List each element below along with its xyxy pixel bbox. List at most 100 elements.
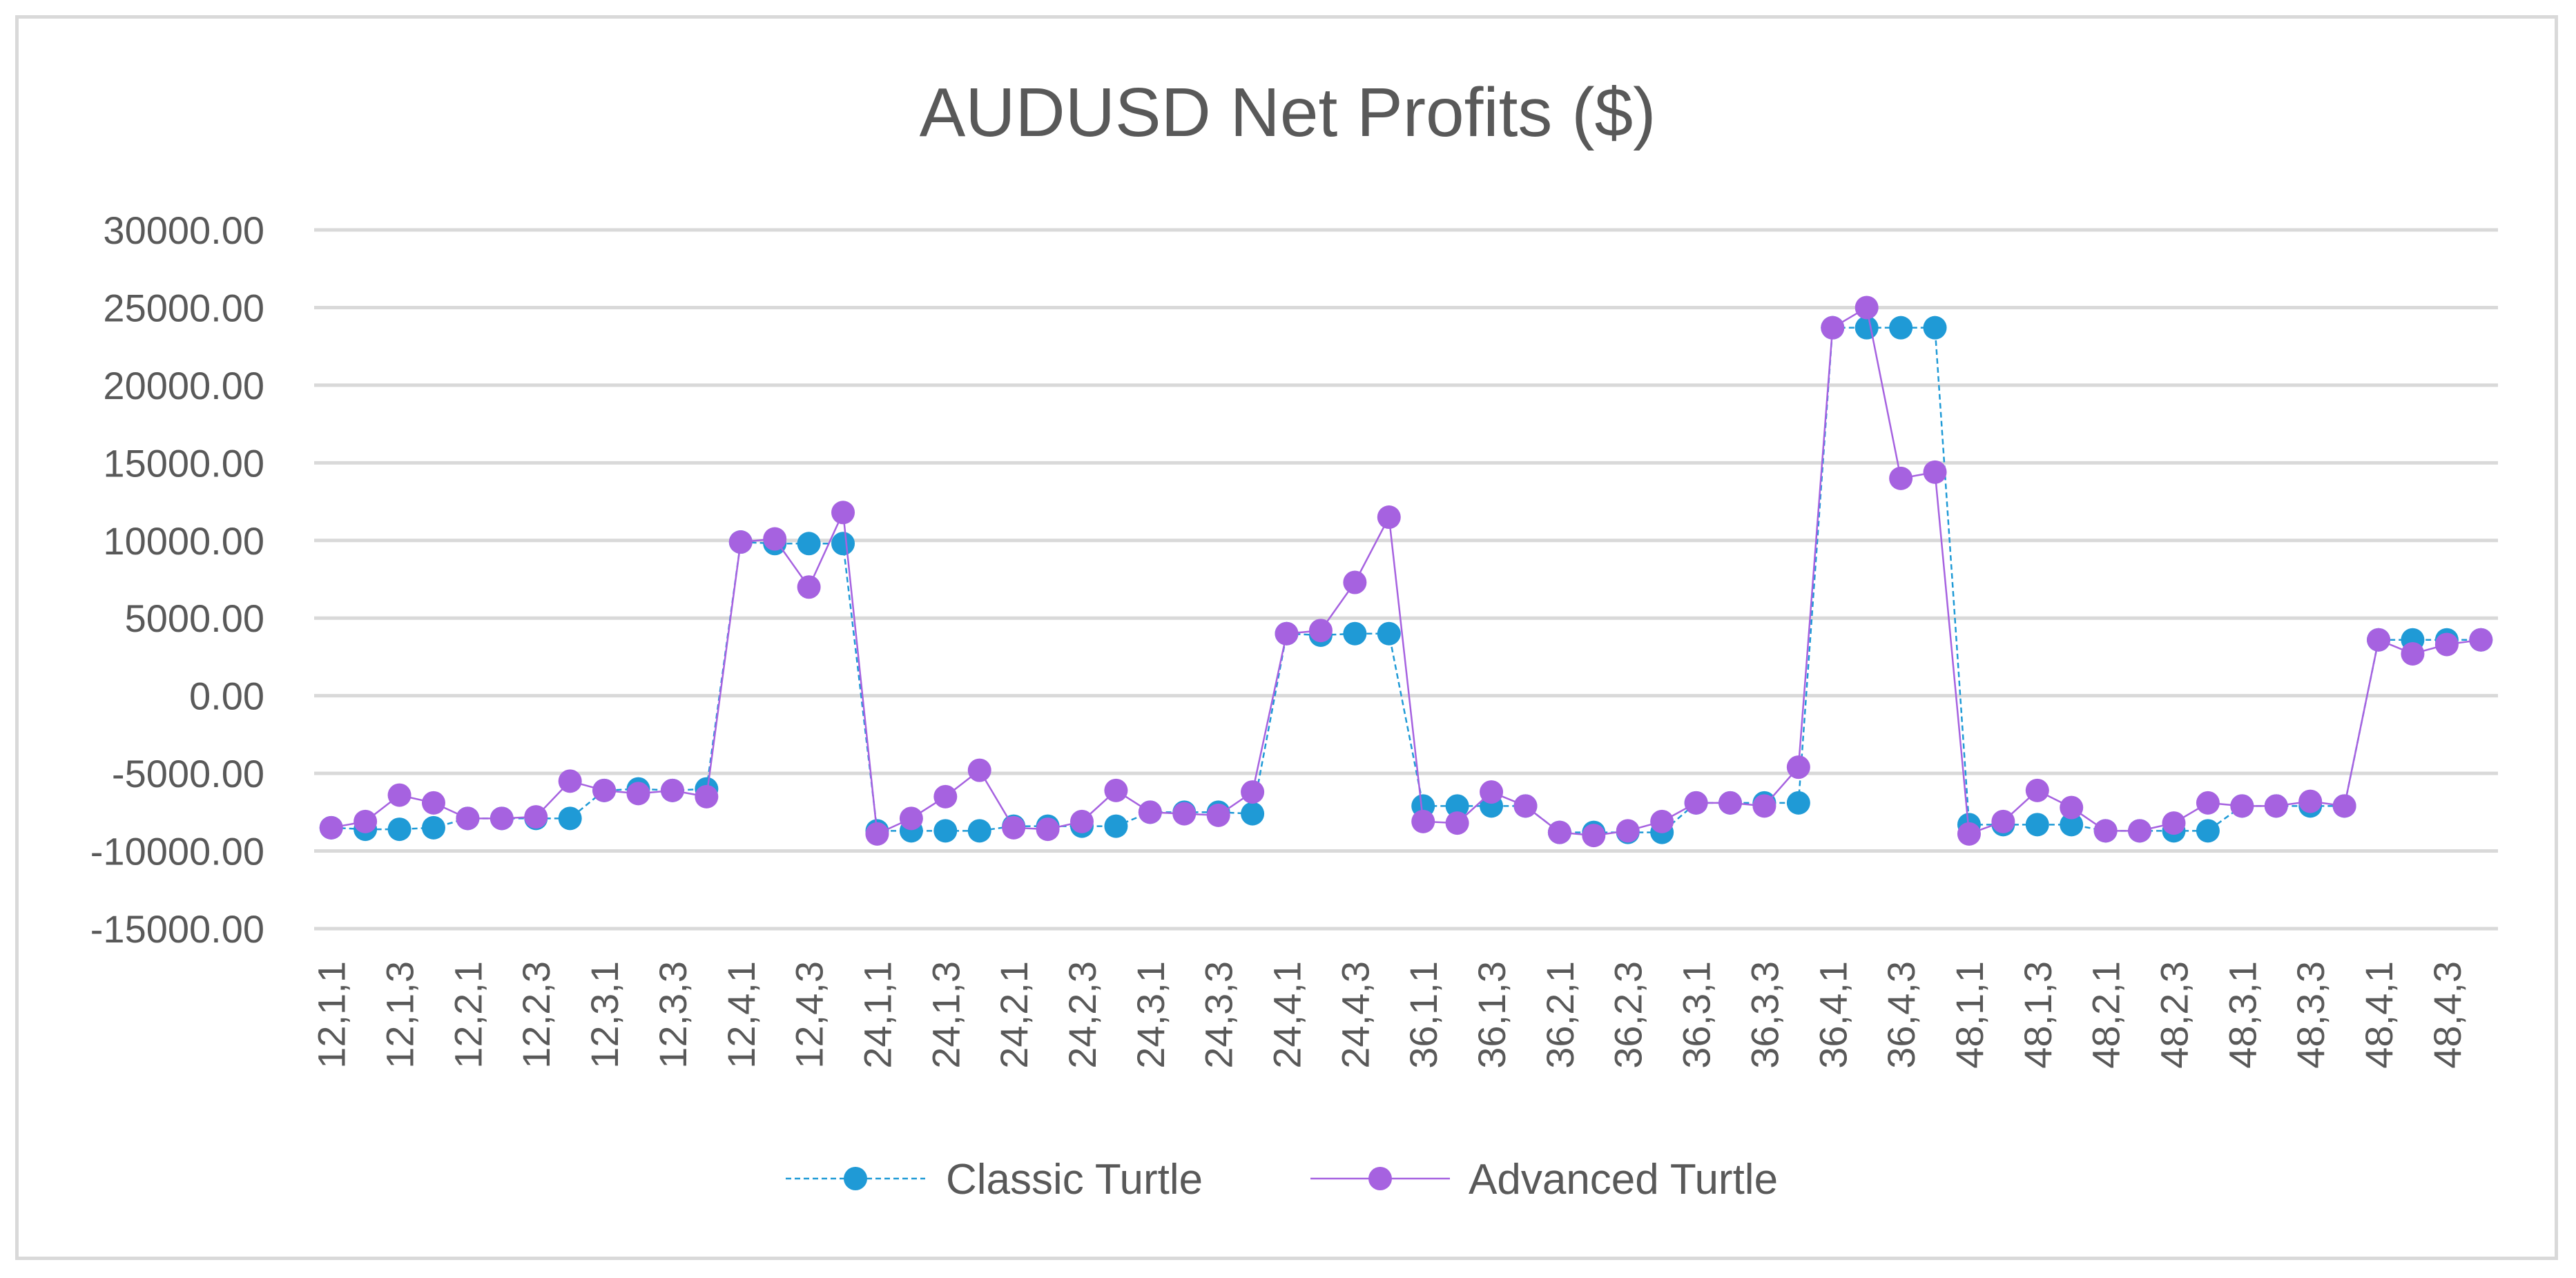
data-point	[2025, 813, 2049, 837]
y-tick-label: -15000.00	[90, 907, 264, 951]
data-point	[933, 784, 958, 809]
x-tick-label: 48,3,1	[2220, 961, 2264, 1069]
data-point	[1923, 316, 1947, 340]
data-point	[1138, 800, 1162, 824]
data-point	[1104, 814, 1128, 838]
data-point	[933, 819, 958, 843]
x-tick-label: 48,4,1	[2357, 961, 2401, 1069]
data-point	[2264, 794, 2288, 818]
data-point	[387, 817, 411, 842]
x-tick-label: 24,2,1	[992, 961, 1036, 1069]
x-tick-label: 36,1,1	[1402, 961, 1445, 1069]
data-point	[797, 532, 821, 556]
data-point	[421, 815, 445, 840]
data-point	[1889, 316, 1913, 340]
x-tick-label: 36,1,3	[1470, 961, 1513, 1069]
data-point	[1275, 621, 1299, 646]
legend-label: Advanced Turtle	[1469, 1156, 1778, 1203]
data-point	[797, 575, 821, 599]
data-point	[2230, 794, 2254, 818]
x-tick-label: 24,4,1	[1266, 961, 1309, 1069]
data-point	[1411, 809, 1435, 833]
data-point	[1650, 809, 1674, 833]
data-point	[1821, 316, 1845, 340]
x-tick-label: 12,3,3	[651, 961, 695, 1069]
data-point	[2298, 789, 2323, 813]
data-point	[490, 806, 514, 831]
data-point	[524, 805, 548, 829]
y-tick-label: 10000.00	[103, 519, 264, 563]
data-point	[1854, 316, 1879, 340]
data-point	[2060, 795, 2084, 820]
x-tick-label: 12,3,1	[583, 961, 626, 1069]
y-tick-label: 25000.00	[103, 286, 264, 329]
data-point	[1343, 570, 1367, 594]
data-point	[865, 822, 889, 846]
gridlines	[314, 228, 2498, 931]
data-point	[1684, 791, 1708, 815]
data-point	[1308, 619, 1333, 643]
data-point	[1786, 791, 1810, 815]
data-point	[1241, 802, 1265, 826]
data-point	[1343, 621, 1367, 646]
series-layer	[319, 296, 2493, 848]
series-advanced-turtle	[319, 296, 2493, 848]
y-tick-label: 30000.00	[103, 209, 264, 252]
x-tick-label: 48,4,3	[2425, 961, 2469, 1069]
data-point	[2060, 813, 2084, 837]
x-tick-label: 36,4,3	[1879, 961, 1923, 1069]
data-point	[1377, 621, 1401, 646]
data-point	[456, 806, 480, 831]
data-point	[1241, 780, 1265, 804]
data-point	[1036, 817, 1060, 842]
data-point	[763, 527, 787, 551]
series-classic-turtle	[319, 316, 2493, 844]
y-tick-label: -5000.00	[112, 752, 264, 795]
x-tick-label: 48,2,3	[2152, 961, 2196, 1069]
data-point	[319, 815, 343, 840]
x-tick-label: 48,1,3	[2016, 961, 2060, 1069]
legend-marker	[844, 1167, 867, 1190]
data-point	[1786, 755, 1810, 780]
data-point	[387, 783, 411, 807]
data-point	[1547, 820, 1571, 844]
x-tick-label: 12,4,1	[719, 961, 763, 1069]
data-point	[1206, 803, 1230, 827]
data-point	[2025, 778, 2049, 802]
data-point	[967, 758, 991, 782]
data-point	[728, 530, 753, 554]
data-point	[2434, 632, 2459, 657]
data-point	[1718, 791, 1743, 815]
x-axis-tick-labels: 12,1,1 12,1,3 12,2,1 12,2,3 12,3,1 12,3,3 12,4…	[310, 961, 2469, 1069]
x-tick-label: 48,1,1	[1948, 961, 1991, 1069]
data-point	[626, 782, 650, 806]
data-point	[1069, 809, 1094, 833]
data-point	[1923, 460, 1947, 484]
data-point	[831, 532, 855, 556]
x-tick-label: 24,3,3	[1197, 961, 1241, 1069]
data-point	[2196, 791, 2220, 815]
data-point	[2332, 794, 2356, 818]
x-tick-label: 12,1,1	[310, 961, 354, 1069]
x-tick-label: 48,2,1	[2084, 961, 2128, 1069]
data-point	[1104, 778, 1128, 802]
data-point	[1889, 466, 1913, 490]
data-point	[2469, 628, 2493, 652]
data-point	[1582, 824, 1606, 848]
data-point	[660, 778, 684, 802]
data-point	[1513, 794, 1538, 818]
data-point	[2196, 819, 2220, 843]
x-tick-label: 24,1,3	[924, 961, 967, 1069]
data-point	[1480, 780, 1504, 804]
y-axis-tick-labels: 30000.00 25000.00 20000.00 15000.00 10000.00…	[90, 209, 264, 951]
data-point	[592, 778, 617, 802]
legend: Classic Turtle Advanced Turtle	[697, 1127, 1876, 1226]
data-point	[558, 806, 582, 831]
data-point	[1445, 811, 1469, 835]
y-tick-label: 0.00	[189, 675, 264, 718]
data-point	[1752, 794, 1776, 818]
x-tick-label: 24,3,1	[1129, 961, 1172, 1069]
y-tick-label: -10000.00	[90, 830, 264, 873]
x-tick-label: 24,4,3	[1333, 961, 1377, 1069]
